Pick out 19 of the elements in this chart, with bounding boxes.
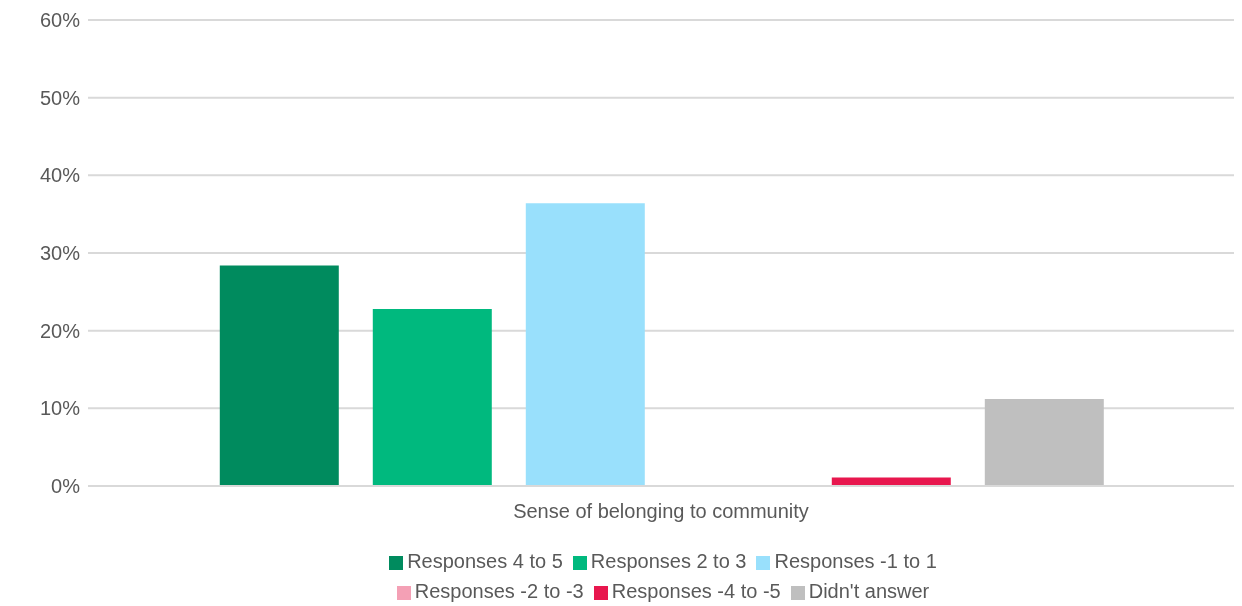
bar (372, 308, 492, 486)
legend-label: Didn't answer (808, 580, 930, 602)
bar (831, 477, 951, 486)
legend-label: Responses -1 to 1 (774, 550, 937, 572)
legend-label: Responses 4 to 5 (407, 550, 563, 572)
y-tick-label: 20% (39, 319, 81, 342)
y-tick-label: 50% (39, 86, 81, 109)
bar (219, 265, 339, 486)
y-tick-label: 0% (51, 475, 81, 498)
bar (525, 203, 645, 486)
y-tick-label: 10% (39, 397, 81, 420)
bar (984, 399, 1104, 486)
y-tick-label: 40% (39, 164, 81, 187)
legend-label: Responses -2 to -3 (414, 580, 584, 602)
x-tick-label: Sense of belonging to community (513, 500, 809, 523)
legend-label: Responses 2 to 3 (590, 550, 747, 572)
y-tick-label: 60% (39, 9, 81, 32)
legend-label: Responses -4 to -5 (611, 580, 781, 602)
y-tick-label: 30% (39, 242, 81, 265)
